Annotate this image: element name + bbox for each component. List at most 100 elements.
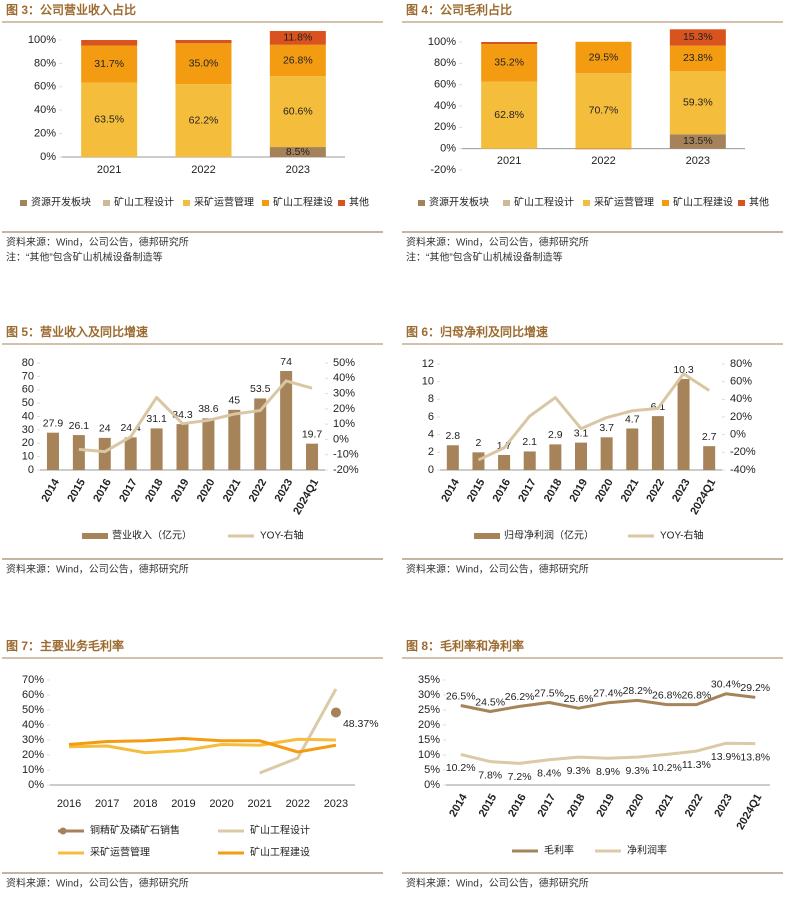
x-tick-label: 2023 [670, 477, 693, 504]
y-tick-label: 4 [428, 429, 434, 441]
y-tick-label: 50% [22, 704, 44, 716]
x-tick-label: 2016 [91, 477, 114, 504]
legend-label: 矿山工程建设 [673, 196, 733, 209]
data-label: 70.7% [589, 105, 619, 117]
legend-label: 铜精矿及磷矿石销售 [90, 824, 180, 837]
y-tick-label: 20% [418, 719, 440, 731]
data-label: 48.37% [343, 718, 379, 730]
legend-swatch [103, 200, 110, 206]
y-tick-label: 35% [418, 674, 440, 686]
data-label: 26.8% [283, 54, 313, 66]
legend-label: 资源开发板块 [429, 196, 489, 209]
data-label: 13.8% [740, 751, 770, 763]
data-label: 10.3 [673, 364, 694, 376]
y-tick-label: 60 [22, 384, 34, 396]
y-tick-label: 0% [28, 779, 44, 791]
legend-label: YOY-右轴 [260, 529, 304, 542]
y-tick-label: 20 [22, 437, 34, 449]
x-tick-label: 2017 [536, 792, 559, 819]
x-tick-label: 2017 [117, 477, 140, 504]
data-label: 11.3% [682, 759, 711, 771]
y2-tick-label: 0% [730, 429, 746, 441]
bar [124, 437, 137, 470]
y2-tick-label: 40% [730, 393, 752, 405]
legend-label: 采矿运营管理 [594, 196, 654, 209]
x-tick-label: 2017 [516, 477, 539, 504]
source: 资料来源：Wind，公司公告，德邦研究所 [6, 563, 189, 576]
data-label: 30.4% [711, 679, 741, 691]
x-tick-label: 2014 [39, 476, 62, 504]
x-tick-label: 2014 [447, 791, 470, 819]
legend-label: YOY-右轴 [660, 529, 704, 542]
data-label: 28.2% [623, 685, 653, 697]
data-label: 62.2% [189, 114, 219, 126]
y2-tick-label: 30% [333, 387, 355, 399]
x-tick-label: 2018 [565, 792, 588, 819]
legend-marker [59, 827, 67, 835]
legend-swatch [338, 200, 345, 206]
y-tick-label: 70 [22, 370, 34, 382]
x-tick-label: 2023 [686, 155, 710, 167]
source: 资料来源：Wind，公司公告，德邦研究所 [406, 877, 589, 890]
x-tick-label: 2022 [591, 155, 615, 167]
y-tick-label: 0% [440, 143, 456, 155]
x-tick-label: 2023 [324, 798, 348, 810]
data-label: 9.3% [625, 765, 649, 777]
y-tick-label: 10 [422, 376, 434, 388]
y-tick-label: 40% [34, 104, 56, 116]
data-label: 62.8% [494, 109, 524, 121]
data-label: 74 [280, 356, 292, 368]
x-tick-label: 2022 [683, 792, 706, 819]
x-tick-label: 2020 [593, 477, 616, 504]
bar-segment [575, 41, 632, 74]
y-tick-label: 10% [418, 749, 440, 761]
x-tick-label: 2019 [567, 477, 590, 504]
bar [626, 428, 639, 470]
y-tick-label: 80% [34, 57, 56, 69]
series-line [78, 379, 313, 454]
x-tick-label: 2024Q1 [291, 477, 321, 517]
y-tick-label: 80% [434, 57, 456, 69]
bar-segment [81, 45, 138, 83]
data-label: 26.8% [652, 689, 682, 701]
x-tick-label: 2020 [209, 798, 233, 810]
figure-title: 图 5：营业收入及同比增速 [6, 324, 148, 339]
y-tick-label: 12 [422, 358, 434, 370]
bar [306, 443, 319, 470]
x-tick-label: 2018 [542, 477, 565, 504]
y2-tick-label: 40% [333, 372, 355, 384]
x-tick-label: 2015 [477, 792, 500, 819]
x-tick-label: 2024Q1 [688, 477, 718, 517]
data-label: 11.8% [283, 32, 312, 44]
y-tick-label: 15% [418, 734, 440, 746]
bar [575, 442, 587, 470]
y-tick-label: 60% [22, 689, 44, 701]
legend-label: 采矿运营管理 [90, 846, 150, 859]
data-label: 29.2% [740, 682, 770, 694]
y-tick-label: 20% [34, 128, 56, 140]
data-label: 19.7 [302, 428, 323, 440]
y-tick-label: 30% [22, 734, 44, 746]
bar [72, 435, 85, 470]
y-tick-label: 0 [428, 464, 434, 476]
data-label: 45 [228, 395, 240, 407]
note: 注：“其他”包含矿山机械设备制造等 [6, 251, 163, 264]
series-line [460, 692, 756, 713]
bar-segment [81, 40, 138, 46]
x-tick-label: 2022 [247, 477, 270, 504]
y-tick-label: 20% [22, 749, 44, 761]
y-tick-label: 20% [434, 121, 456, 133]
x-tick-label: 2019 [594, 792, 617, 819]
data-label: 26.1 [69, 420, 90, 432]
data-label: 2.1 [522, 436, 537, 448]
bar-segment [175, 84, 232, 157]
data-label: 27.9 [43, 417, 64, 429]
x-tick-label: 2018 [133, 798, 157, 810]
bar [677, 379, 690, 470]
data-label: 31.7% [94, 58, 124, 70]
bar [280, 371, 293, 470]
x-tick-label: 2015 [465, 477, 488, 504]
bar [150, 428, 163, 470]
x-tick-label: 2021 [247, 798, 271, 810]
data-label: 2.7 [702, 431, 717, 443]
